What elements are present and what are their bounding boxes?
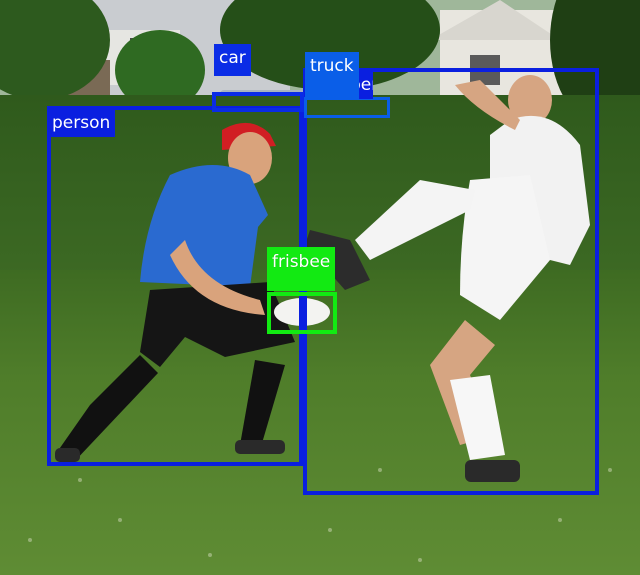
detection-box-car xyxy=(212,92,304,112)
detection-box-truck xyxy=(304,97,390,118)
label-person-left: person xyxy=(47,110,116,137)
label-truck: truck xyxy=(305,52,359,100)
detection-box-person-left xyxy=(47,106,303,466)
label-frisbee: frisbee xyxy=(267,247,336,291)
detection-box-frisbee xyxy=(267,292,337,334)
player-left xyxy=(55,122,295,463)
player-right xyxy=(305,75,590,482)
label-car: car xyxy=(214,44,251,76)
detection-box-person-right xyxy=(303,68,599,495)
